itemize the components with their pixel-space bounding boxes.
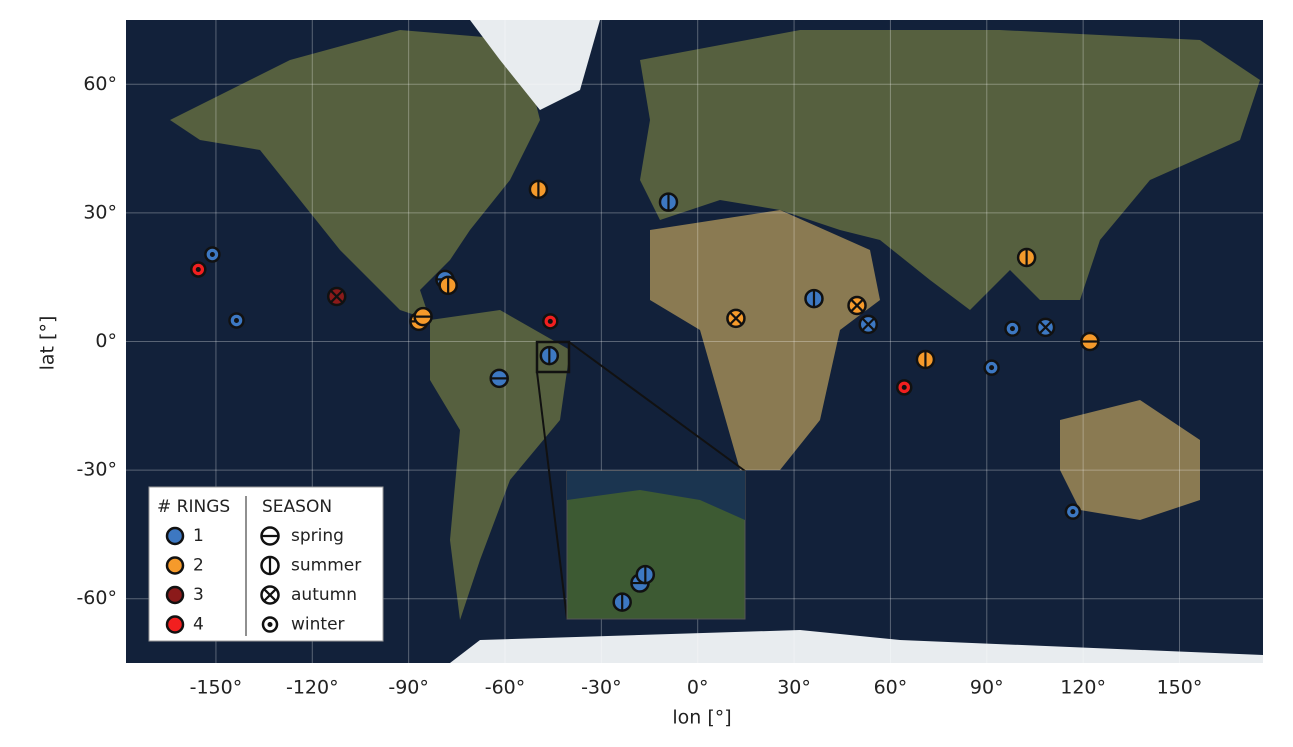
marker: [658, 192, 679, 212]
marker: [489, 368, 509, 389]
legend-swatch: [165, 556, 185, 575]
marker-symbol: [547, 318, 553, 324]
marker-symbol: [729, 311, 743, 326]
legend-label: 1: [193, 526, 204, 546]
marker-symbol: [209, 251, 215, 257]
marker: [983, 359, 1000, 376]
legend-label: 3: [193, 585, 204, 605]
marker-symbol: [850, 298, 864, 313]
marker-symbol: [1009, 326, 1015, 332]
legend-label: 4: [193, 615, 204, 635]
marker: [528, 179, 549, 200]
marker-symbol: [267, 622, 273, 627]
x-tick-label: -60°: [485, 677, 526, 699]
y-axis-label: lat [°]: [37, 316, 59, 371]
inset: [566, 470, 746, 620]
marker: [858, 314, 879, 335]
x-tick-label: 0°: [687, 677, 709, 699]
x-tick-label: 150°: [1157, 677, 1203, 699]
marker: [1035, 317, 1056, 338]
legend-swatch: [165, 615, 185, 634]
marker-symbol: [861, 317, 875, 332]
legend-label: spring: [291, 526, 344, 546]
legend-label: winter: [291, 615, 345, 635]
marker-symbol: [233, 317, 239, 323]
x-tick-label: 60°: [874, 677, 908, 699]
marker: [612, 592, 632, 612]
marker: [261, 616, 279, 633]
marker: [260, 526, 280, 546]
marker: [1080, 331, 1100, 352]
marker-symbol: [989, 365, 995, 371]
x-axis-label: lon [°]: [672, 707, 731, 729]
legend-swatch: [165, 526, 185, 546]
marker: [847, 295, 867, 316]
marker: [190, 261, 207, 278]
zoom-line: [536, 371, 568, 620]
marker-symbol: [263, 588, 277, 602]
marker: [204, 246, 221, 263]
zoom-line: [568, 341, 746, 472]
x-tick-label: 90°: [970, 677, 1004, 699]
marker-symbol: [1070, 509, 1076, 515]
y-tick-label: 0°: [95, 330, 117, 352]
marker: [413, 306, 433, 327]
marker: [542, 313, 559, 330]
legend-swatch: [165, 585, 185, 605]
marker: [635, 564, 656, 585]
x-tick-label: 30°: [777, 677, 811, 699]
x-tick-label: -30°: [581, 677, 622, 699]
legend-label: autumn: [291, 585, 357, 605]
marker: [895, 379, 913, 396]
marker: [326, 286, 347, 307]
legend-label: summer: [291, 556, 361, 576]
marker: [726, 308, 746, 329]
marker: [260, 555, 280, 576]
y-tick-label: -60°: [76, 587, 117, 609]
marker-symbol: [195, 266, 201, 272]
legend-label: 2: [193, 556, 204, 576]
marker-symbol: [901, 384, 907, 390]
marker: [260, 585, 280, 605]
legend-title: # RINGS: [157, 497, 230, 517]
marker: [1004, 320, 1021, 337]
x-tick-label: 120°: [1060, 677, 1106, 699]
x-tick-label: -120°: [286, 677, 339, 699]
marker: [1016, 247, 1037, 268]
marker: [1064, 503, 1082, 520]
marker-symbol: [1038, 320, 1053, 335]
marker: [539, 345, 560, 366]
zoom-box: [535, 340, 571, 374]
x-tick-label: -150°: [190, 677, 243, 699]
legend-title: SEASON: [262, 497, 332, 517]
x-tick-label: -90°: [388, 677, 429, 699]
y-tick-label: 60°: [83, 73, 117, 95]
y-tick-label: -30°: [76, 459, 117, 481]
y-tick-label: 30°: [83, 201, 117, 223]
marker: [804, 288, 824, 309]
marker: [438, 275, 458, 296]
marker: [915, 349, 936, 370]
marker-symbol: [329, 289, 344, 304]
marker: [228, 312, 245, 329]
